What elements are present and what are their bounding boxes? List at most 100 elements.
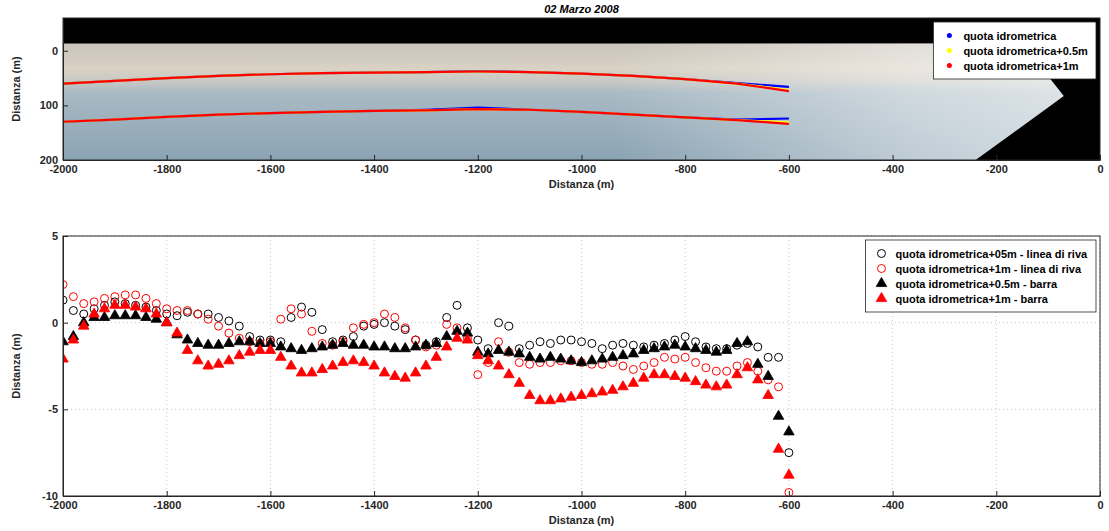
x-tick: -400 (882, 491, 904, 511)
data-point (587, 355, 598, 364)
data-point (535, 395, 546, 404)
data-point (225, 329, 233, 337)
data-point (151, 308, 162, 317)
data-point (483, 355, 494, 364)
data-point (609, 341, 617, 349)
data-point (619, 339, 627, 347)
data-point (224, 355, 235, 364)
data-point (711, 381, 722, 390)
data-point (607, 351, 618, 360)
x-tick-mark (167, 155, 168, 160)
data-point (495, 319, 503, 327)
data-point (307, 343, 318, 352)
data-point (401, 326, 409, 334)
data-point (597, 386, 608, 395)
data-point (628, 348, 639, 357)
x-tick-mark (996, 491, 997, 496)
data-point (265, 344, 276, 353)
legend-marker (947, 63, 952, 68)
data-point (742, 336, 753, 345)
data-point (524, 351, 535, 360)
data-point (670, 339, 681, 348)
data-point (474, 371, 482, 379)
data-point (712, 367, 720, 375)
data-point (732, 337, 743, 346)
data-point (723, 367, 731, 375)
data-point (410, 367, 421, 376)
data-point (473, 350, 484, 359)
data-point (360, 320, 368, 328)
y-tick: -5 (48, 403, 68, 415)
data-point (474, 336, 482, 344)
x-tick-mark (270, 155, 271, 160)
legend-label: quota idrometrica+1m (963, 60, 1078, 72)
x-tick-mark (893, 155, 894, 160)
data-point (597, 353, 608, 362)
data-point (690, 343, 701, 352)
legend-box (933, 22, 1096, 79)
x-tick: -1000 (568, 155, 596, 175)
data-point (183, 308, 191, 316)
data-point (526, 360, 534, 368)
data-point (173, 307, 181, 315)
data-point (215, 322, 223, 330)
y-tick-label: 200 (40, 154, 58, 166)
data-point (493, 360, 504, 369)
x-tick: -1800 (153, 155, 181, 175)
data-point (308, 327, 316, 335)
data-point (618, 350, 629, 359)
legend-marker (877, 250, 885, 258)
data-point (277, 315, 285, 323)
data-point (193, 337, 204, 346)
data-point (546, 339, 554, 347)
data-point (504, 346, 515, 355)
grid (63, 236, 1100, 496)
data-point (234, 350, 245, 359)
x-axis: -2000-1800-1600-1400-1200-1000-800-600-4… (49, 155, 1103, 175)
chart-title: 02 Marzo 2008 (544, 3, 619, 15)
legend: quota idrometrica+05m - linea di rivaquo… (865, 240, 1096, 312)
data-point (296, 344, 307, 353)
data-point (773, 410, 784, 419)
data-point (194, 310, 202, 318)
data-point (348, 339, 359, 348)
legend-label: quota idrometrica+0.5m - barra (895, 278, 1058, 290)
data-point (702, 364, 710, 372)
data-point (317, 363, 328, 372)
data-point (785, 449, 793, 457)
data-point (638, 372, 649, 381)
x-tick-label: -1400 (361, 163, 389, 175)
data-point (390, 343, 401, 352)
data-point (567, 336, 575, 344)
x-tick-mark (374, 491, 375, 496)
data-point (244, 336, 255, 345)
data-point (650, 359, 658, 367)
data-point (68, 334, 79, 343)
data-point (566, 355, 577, 364)
data-point (576, 389, 587, 398)
photo-foam (63, 44, 1064, 160)
data-point (680, 372, 691, 381)
legend-marker (876, 277, 887, 286)
y-tick-mark (63, 105, 68, 106)
data-point (566, 391, 577, 400)
data-point (193, 355, 204, 364)
x-tick-mark (582, 155, 583, 160)
data-point (235, 322, 243, 330)
data-point (338, 356, 349, 365)
data-point (130, 301, 141, 310)
x-tick-label: -600 (778, 499, 800, 511)
photo-background (63, 44, 1064, 160)
data-point (317, 341, 328, 350)
y-axis: -10-505 (42, 230, 68, 502)
legend-label: quota idrometrica+1m - linea di riva (895, 263, 1081, 275)
x-tick-mark (1100, 491, 1101, 496)
x-tick-label: -1800 (153, 499, 181, 511)
plot-frame (63, 236, 1100, 496)
data-point (327, 360, 338, 369)
data-point (379, 341, 390, 350)
data-point (78, 320, 89, 329)
data-point (649, 343, 660, 352)
y-tick-mark (63, 323, 68, 324)
x-tick-mark (478, 155, 479, 160)
